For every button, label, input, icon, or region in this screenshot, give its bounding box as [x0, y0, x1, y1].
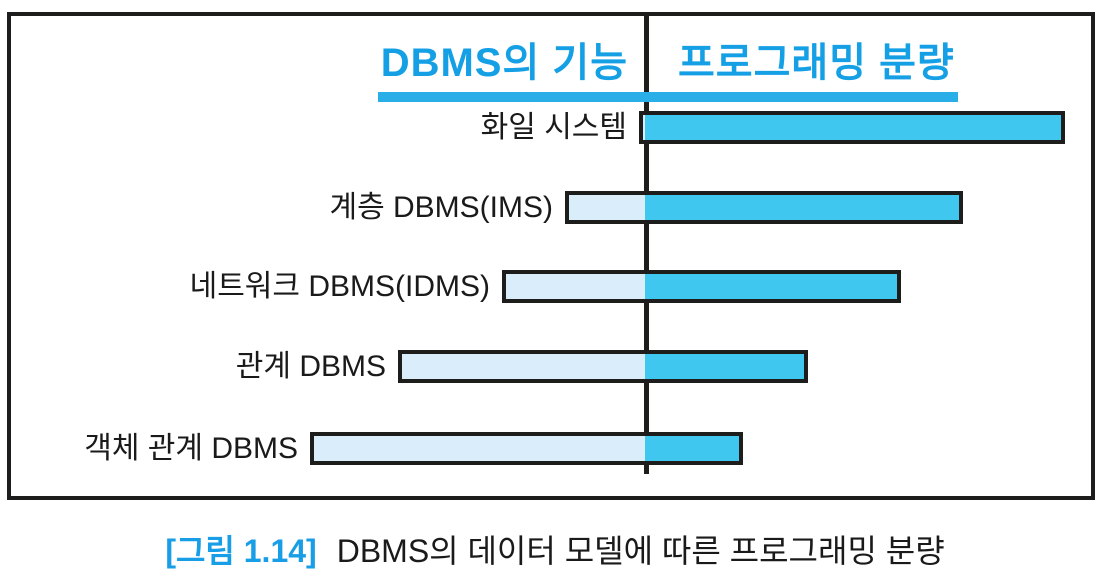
bar-segment-dbms-function	[569, 195, 645, 220]
figure-number: [그림 1.14]	[165, 533, 317, 569]
column-header-dbms-function: DBMS의 기능	[380, 41, 628, 85]
bar-segment-dbms-function	[402, 354, 645, 379]
row-label-file-system: 화일 시스템	[480, 111, 627, 144]
bar-segment-programming	[645, 195, 959, 220]
bar-segment-programming	[645, 274, 897, 299]
bar-segment-programming	[645, 436, 739, 461]
row-label-object-relational-dbms: 객체 관계 DBMS	[84, 432, 298, 465]
bar-segment-programming	[645, 354, 804, 379]
figure-caption: [그림 1.14] DBMS의 데이터 모델에 따른 프로그래밍 분량	[0, 526, 1110, 572]
bar-network-dbms	[502, 270, 901, 303]
column-header-programming: 프로그래밍 분량	[678, 41, 955, 85]
bar-segment-dbms-function	[506, 274, 645, 299]
bar-segment-programming	[645, 115, 1061, 140]
divider-line	[644, 12, 649, 474]
header-underline	[378, 92, 958, 102]
row-label-hierarchical-dbms: 계층 DBMS(IMS)	[329, 191, 553, 224]
bar-object-relational-dbms	[310, 432, 743, 465]
row-label-network-dbms: 네트워크 DBMS(IDMS)	[189, 270, 490, 303]
bar-segment-dbms-function	[643, 115, 645, 140]
row-label-relational-dbms: 관계 DBMS	[235, 350, 386, 383]
bar-hierarchical-dbms	[565, 191, 963, 224]
bar-relational-dbms	[398, 350, 808, 383]
caption-text: DBMS의 데이터 모델에 따른 프로그래밍 분량	[336, 533, 945, 569]
bar-segment-dbms-function	[314, 436, 645, 461]
bar-file-system	[639, 111, 1065, 144]
